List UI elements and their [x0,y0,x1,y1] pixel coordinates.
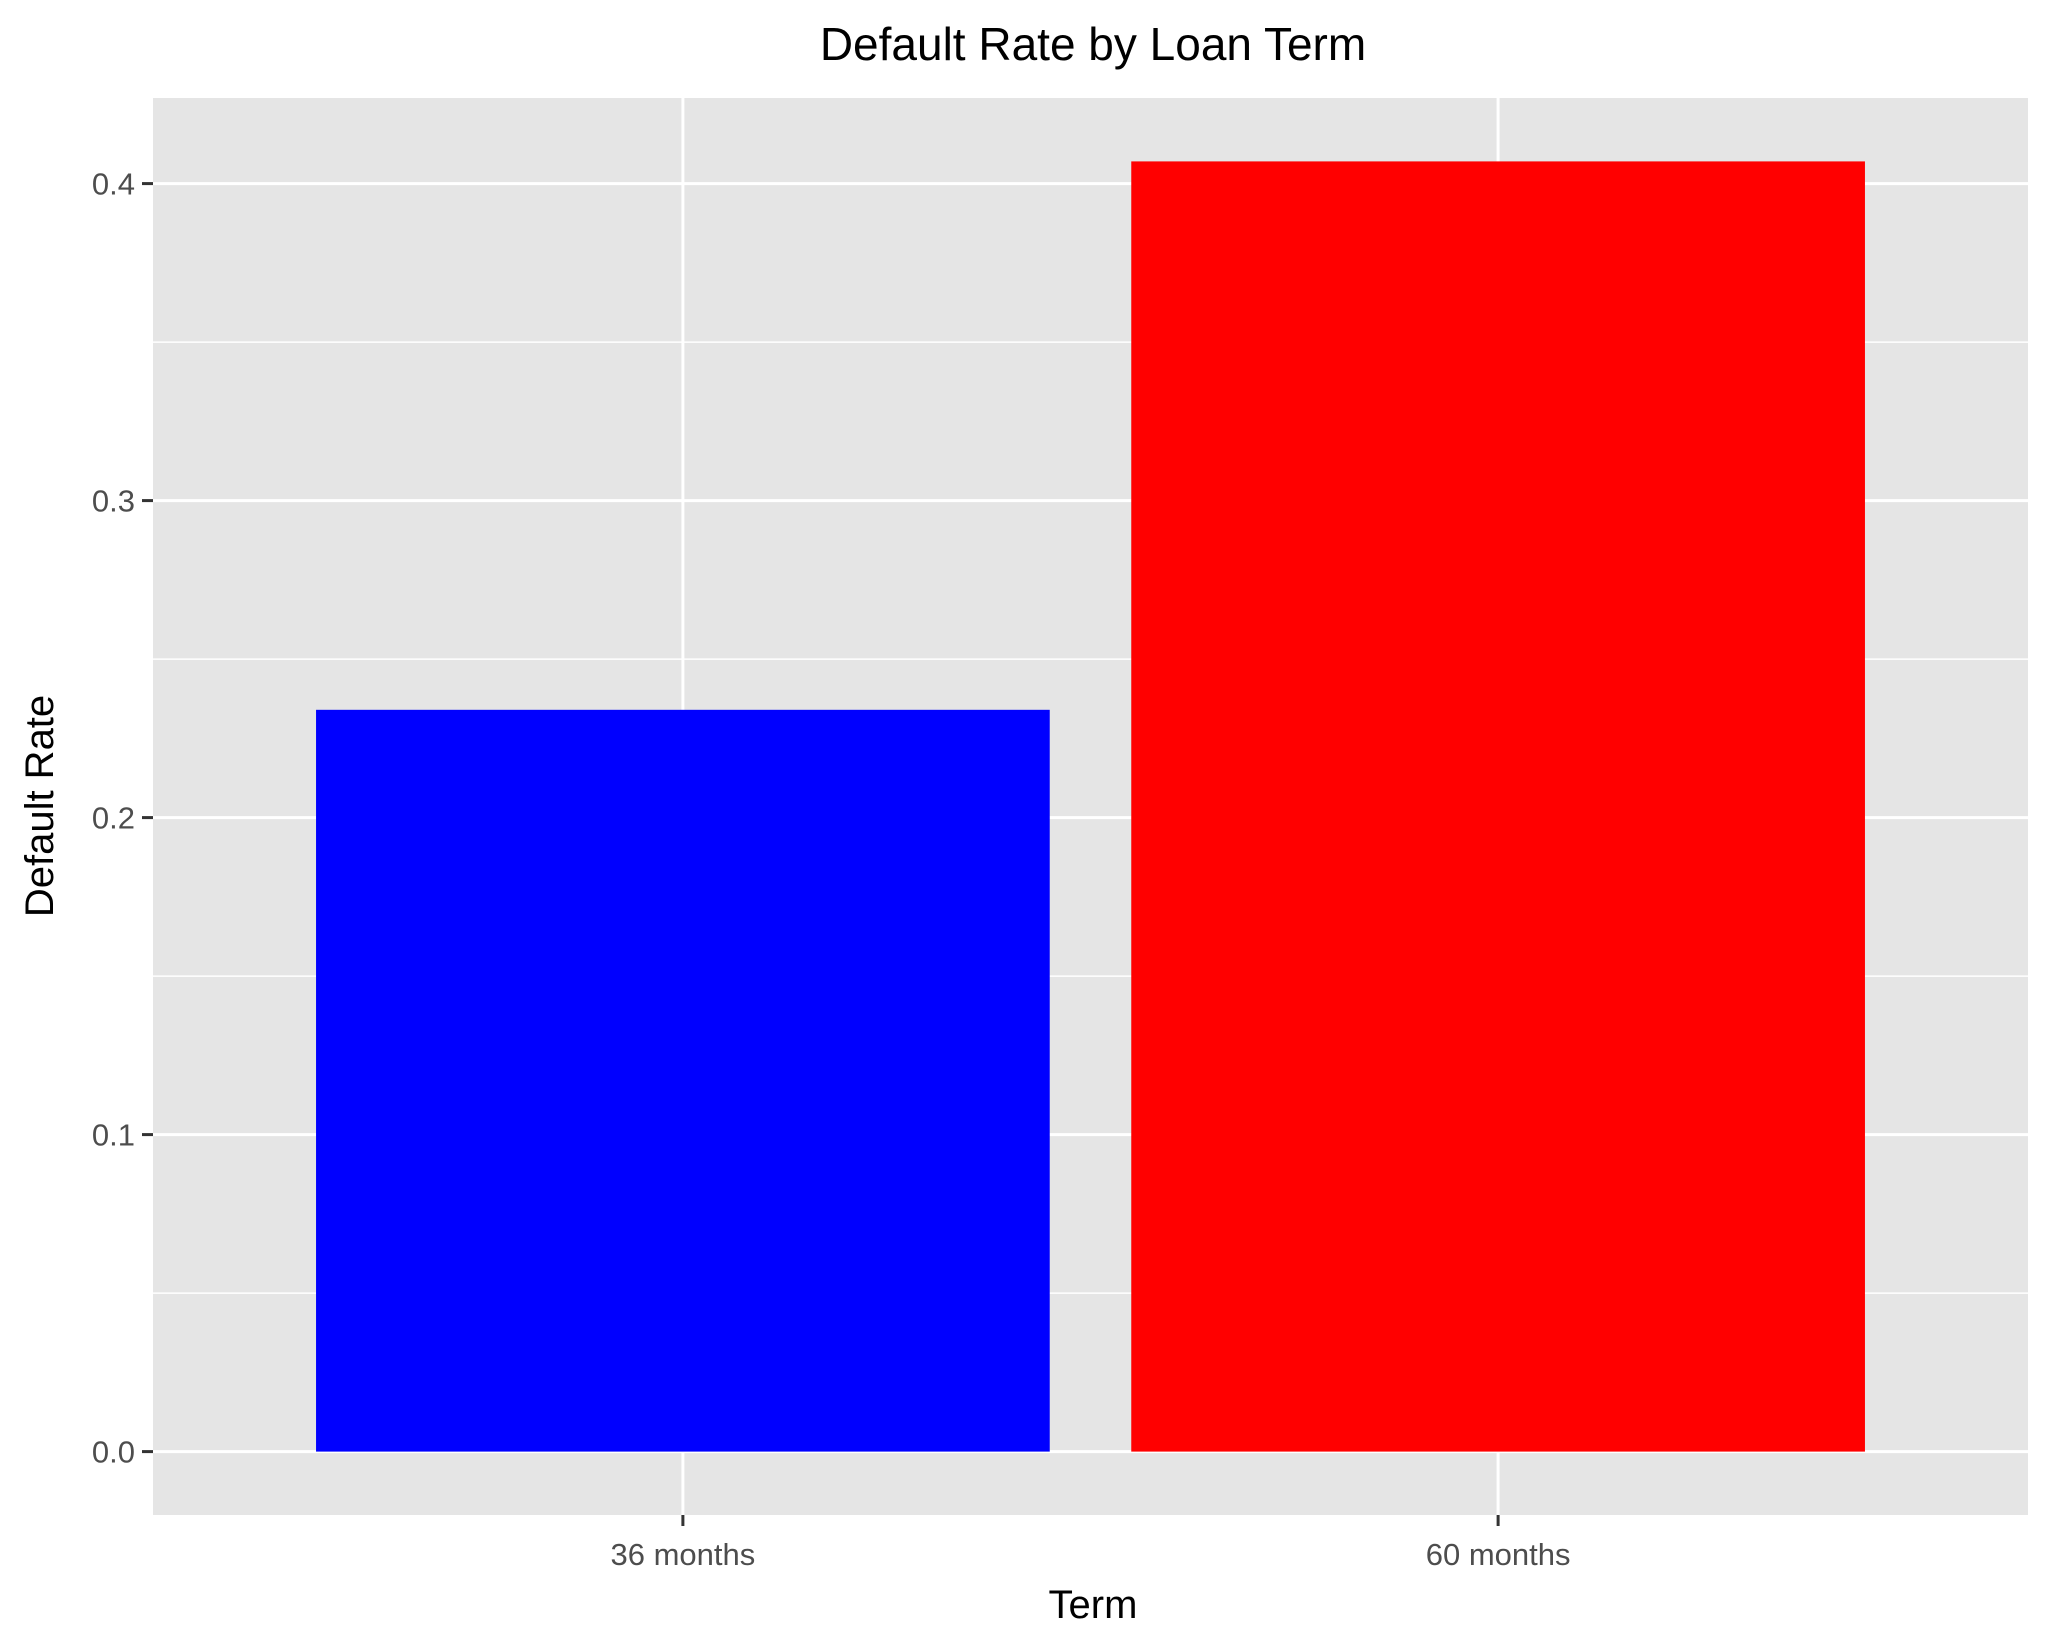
y-tick-label: 0.4 [92,167,135,202]
y-tick-label: 0.2 [92,801,135,836]
x-tick-label: 60 months [1426,1537,1571,1572]
bar-60-months [1131,161,1865,1452]
y-axis: 0.0 0.1 0.2 0.3 0.4 [92,167,153,1470]
x-axis: 36 months 60 months [611,1515,1571,1572]
chart-title: Default Rate by Loan Term [820,18,1366,70]
y-tick-label: 0.1 [92,1118,135,1153]
bar-36-months [316,709,1050,1452]
y-tick-label: 0.0 [92,1435,135,1470]
x-tick-label: 36 months [611,1537,756,1572]
y-tick-label: 0.3 [92,484,135,519]
x-axis-title: Term [1049,1583,1138,1627]
y-axis-title: Default Rate [18,695,62,917]
bars [316,161,1865,1452]
